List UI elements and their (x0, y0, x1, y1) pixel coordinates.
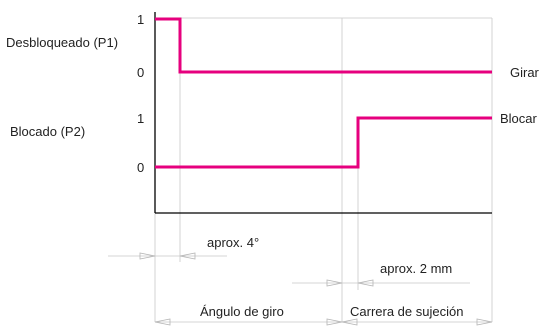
arrow-angle-left (139, 252, 156, 260)
stroke-transition-label: aprox. 2 mm (380, 261, 452, 276)
angle-transition-label: aprox. 4° (207, 235, 259, 250)
arrow-angle-right (179, 252, 196, 260)
arrow-phase-end (476, 318, 493, 326)
p2-label: Blocado (P2) (10, 124, 85, 139)
clamping-phase-label: Carrera de sujeción (350, 304, 463, 319)
arrow-phase-start (154, 318, 171, 326)
arrow-rotation-end (326, 318, 343, 326)
arrow-stroke-right (357, 279, 374, 287)
p1-end-label: Girar (510, 65, 540, 80)
p1-high-value: 1 (137, 12, 144, 27)
p1-label: Desbloqueado (P1) (6, 35, 118, 50)
p2-signal-line (155, 116, 492, 169)
p1-low-value: 0 (137, 65, 144, 80)
p1-signal-line (155, 17, 492, 74)
arrow-clamping-start (341, 318, 358, 326)
p2-end-label: Blocar (500, 111, 538, 126)
p2-high-value: 1 (137, 111, 144, 126)
p2-low-value: 0 (137, 160, 144, 175)
rotation-phase-label: Ángulo de giro (200, 304, 284, 319)
arrow-stroke-left (326, 279, 343, 287)
